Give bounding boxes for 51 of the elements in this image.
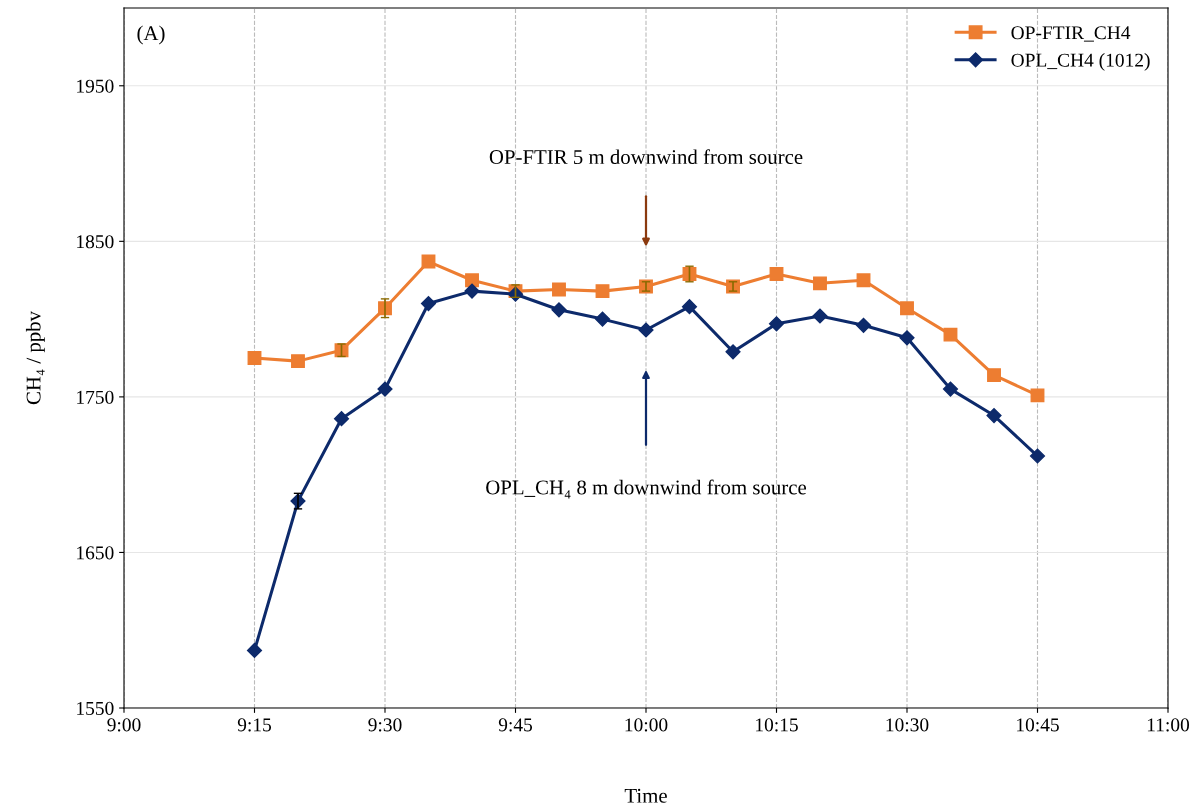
point [377, 381, 393, 397]
x-tick-label: 9:30 [368, 718, 402, 732]
point [900, 301, 914, 316]
point [943, 327, 958, 342]
point [291, 354, 305, 369]
point [1030, 388, 1045, 403]
point [855, 317, 872, 333]
point [987, 368, 1001, 383]
y-tick-label: 1650 [77, 546, 114, 560]
y-tick-label: 1750 [77, 390, 114, 404]
point [768, 316, 785, 332]
x-tick-label: 10:30 [886, 718, 929, 732]
point [986, 407, 1002, 424]
x-tick-label: 10:00 [625, 718, 668, 732]
x-tick-label: 9:45 [498, 718, 533, 732]
y-tick-label: 1550 [77, 701, 114, 715]
point [246, 642, 263, 659]
point [247, 351, 262, 365]
point [1029, 448, 1046, 464]
point [595, 284, 610, 299]
point [813, 276, 827, 291]
point [552, 282, 566, 297]
point [551, 302, 567, 318]
point [333, 411, 350, 427]
point [464, 283, 480, 299]
point [856, 273, 871, 288]
point [812, 308, 828, 324]
y-tick-label: 1850 [77, 235, 114, 249]
x-tick-label: 10:45 [1017, 718, 1059, 732]
point [594, 311, 611, 327]
point [681, 299, 698, 315]
point [769, 267, 784, 281]
x-axis-title: Time [624, 788, 667, 803]
point [420, 295, 437, 312]
y-tick-label: 1950 [77, 79, 114, 93]
point [725, 344, 741, 360]
x-tick-label: 11:00 [1147, 718, 1190, 732]
y-axis-title: CH₄ / ppbv [25, 310, 45, 405]
point [942, 381, 959, 397]
x-tick-label: 9:15 [237, 718, 272, 732]
point [465, 273, 479, 288]
annotation: OP-FTIR 5 m downwind from source [489, 149, 803, 165]
x-tick-label: 9:00 [107, 718, 141, 732]
x-tick-label: 10:15 [756, 718, 798, 732]
annotation: OPL_CH₄ 8 m downwind from source [486, 479, 807, 499]
annotation: (A) [137, 25, 165, 45]
point [638, 322, 654, 338]
legend-label: OP-FTIR_CH4 [1011, 26, 1131, 42]
legend-label: OPL_CH4 (1012) [1011, 53, 1150, 71]
point [899, 330, 915, 346]
point [421, 254, 436, 269]
